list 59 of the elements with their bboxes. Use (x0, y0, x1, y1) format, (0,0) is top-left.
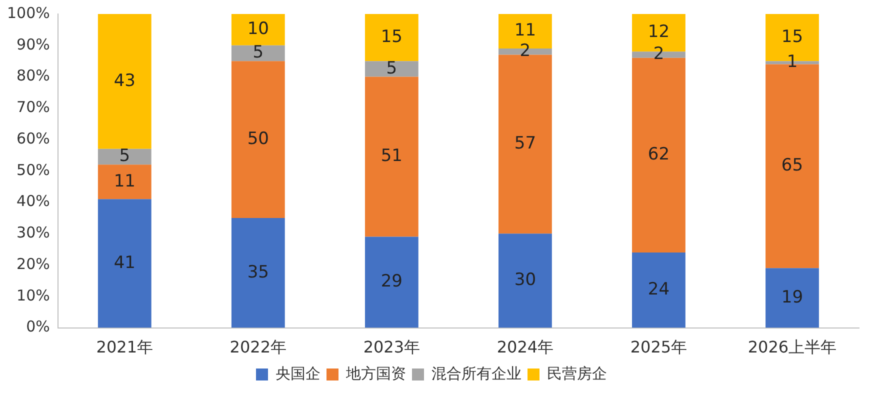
bar (364, 14, 418, 62)
bar (498, 54, 552, 234)
y-tick-label: 10% (16, 286, 50, 304)
data-label: 51 (380, 146, 402, 166)
data-label: 5 (386, 58, 398, 78)
data-label: 30 (514, 270, 536, 290)
y-tick-label: 80% (16, 66, 50, 85)
x-tick-label: 2025年 (630, 338, 688, 357)
bar (231, 14, 285, 46)
y-tick-label: 60% (16, 129, 50, 148)
bar (231, 45, 285, 62)
x-tick-label: 2026上半年 (748, 338, 837, 357)
bar (766, 268, 819, 328)
y-tick-label: 40% (16, 192, 50, 210)
legend-label: 混合所有企业 (432, 364, 522, 382)
data-label: 11 (114, 171, 136, 192)
data-label: 15 (781, 26, 804, 47)
bar (364, 236, 418, 328)
legend-label: 民营房企 (547, 364, 607, 382)
data-label: 12 (648, 22, 670, 42)
x-tick-label: 2022年 (230, 338, 287, 357)
bar (632, 252, 686, 328)
bar (364, 61, 418, 77)
data-label: 29 (380, 272, 402, 292)
x-tick-label: 2024年 (496, 338, 554, 357)
bar (98, 199, 152, 328)
bar (98, 164, 152, 200)
data-label: 62 (648, 144, 670, 165)
data-label: 24 (648, 280, 670, 300)
bar (498, 234, 552, 328)
bar (98, 148, 152, 165)
y-tick-label: 0% (26, 318, 50, 336)
y-tick-label: 30% (16, 224, 50, 242)
legend-label: 地方国资 (345, 364, 406, 382)
legend-label: 央国企 (276, 364, 320, 382)
y-tick-label: 50% (16, 160, 50, 179)
data-label: 41 (114, 252, 136, 273)
x-tick-label: 2021年 (96, 338, 153, 357)
data-label: 65 (781, 156, 804, 176)
data-label: 11 (514, 20, 536, 41)
bar (231, 218, 285, 328)
bar (231, 61, 285, 218)
bar (632, 58, 686, 252)
y-tick-label: 20% (16, 254, 50, 273)
data-label: 35 (247, 262, 269, 282)
bar (364, 76, 418, 237)
data-label: 43 (114, 70, 136, 91)
y-tick-label: 90% (16, 35, 50, 54)
data-label: 19 (781, 287, 804, 308)
x-tick-label: 2023年 (363, 338, 420, 357)
data-label: 10 (247, 19, 269, 40)
data-label: 5 (252, 42, 264, 63)
data-label: 50 (247, 128, 269, 149)
y-tick-label: 70% (16, 98, 50, 116)
data-label: 5 (119, 146, 130, 166)
data-label: 57 (514, 134, 536, 154)
data-label: 15 (380, 26, 402, 47)
y-tick-label: 100% (6, 4, 50, 22)
bar (98, 14, 152, 149)
